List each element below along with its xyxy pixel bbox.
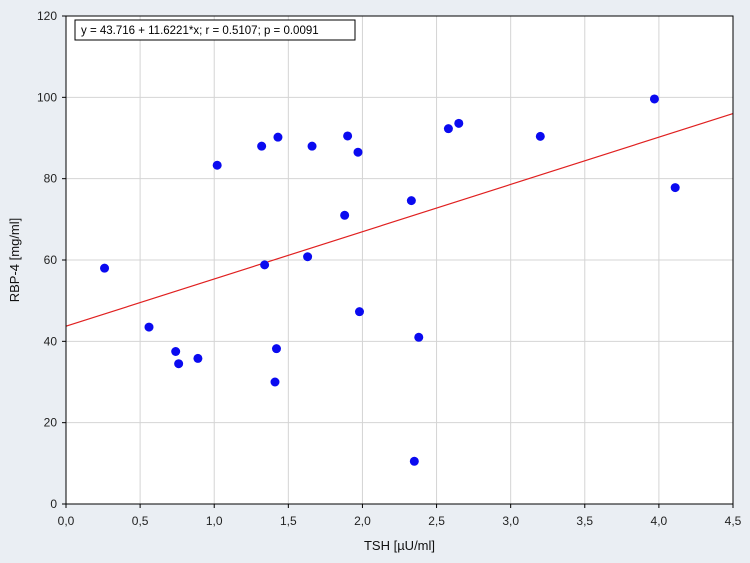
data-point xyxy=(670,183,680,193)
data-point xyxy=(100,263,110,273)
data-point xyxy=(303,252,313,262)
data-point xyxy=(535,131,545,141)
ticks: 0,0 0,5 1,0 1,5 2,0 2,5 3,0 3,5 4,0 4,5 0 20 40 60 80 1… xyxy=(37,9,742,528)
y-tick-label: 100 xyxy=(37,90,57,104)
data-point xyxy=(193,353,203,363)
data-point xyxy=(454,118,464,128)
data-point xyxy=(409,456,419,466)
x-tick-label: 1,5 xyxy=(280,514,297,528)
data-point xyxy=(174,359,184,369)
data-point xyxy=(271,344,281,354)
x-tick-label: 3,5 xyxy=(576,514,593,528)
data-point xyxy=(257,141,267,151)
x-tick-label: 4,0 xyxy=(651,514,668,528)
x-tick-label: 2,5 xyxy=(428,514,445,528)
annotation-box: y = 43.716 + 11.6221*x; r = 0.5107; p = … xyxy=(74,19,356,41)
y-tick-label: 80 xyxy=(44,172,58,186)
y-tick-label: 0 xyxy=(50,497,57,511)
data-point xyxy=(212,160,222,170)
data-point xyxy=(414,332,424,342)
data-point xyxy=(144,322,154,332)
x-tick-label: 4,5 xyxy=(725,514,742,528)
points-layer xyxy=(100,94,680,466)
y-axis-label: RBP-4 [mg/ml] xyxy=(7,218,22,303)
y-tick-label: 60 xyxy=(44,253,58,267)
data-point xyxy=(260,260,270,270)
x-tick-label: 1,0 xyxy=(206,514,223,528)
y-tick-label: 40 xyxy=(44,334,58,348)
regression-line xyxy=(65,112,734,327)
annotation-frame xyxy=(74,19,356,41)
data-point xyxy=(353,147,363,157)
data-point xyxy=(354,307,364,317)
x-tick-label: 3,0 xyxy=(502,514,519,528)
data-point xyxy=(649,94,659,104)
regression-annotation: y = 43.716 + 11.6221*x; r = 0.5107; p = … xyxy=(81,25,319,37)
data-point xyxy=(171,347,181,356)
y-tick-label: 120 xyxy=(37,9,57,23)
data-point xyxy=(340,210,350,220)
x-axis-label: TSH [µU/ml] xyxy=(364,538,435,553)
y-tick-label: 20 xyxy=(44,416,58,430)
data-point xyxy=(307,141,317,151)
x-tick-label: 2,0 xyxy=(354,514,371,528)
data-point xyxy=(343,131,353,141)
data-point xyxy=(406,196,416,206)
x-tick-label: 0,5 xyxy=(132,514,149,528)
x-tick-label: 0,0 xyxy=(58,514,75,528)
data-point xyxy=(270,377,280,387)
fit-line-layer xyxy=(65,112,734,327)
data-point xyxy=(443,124,453,134)
grid xyxy=(66,16,733,504)
data-point xyxy=(273,132,283,142)
